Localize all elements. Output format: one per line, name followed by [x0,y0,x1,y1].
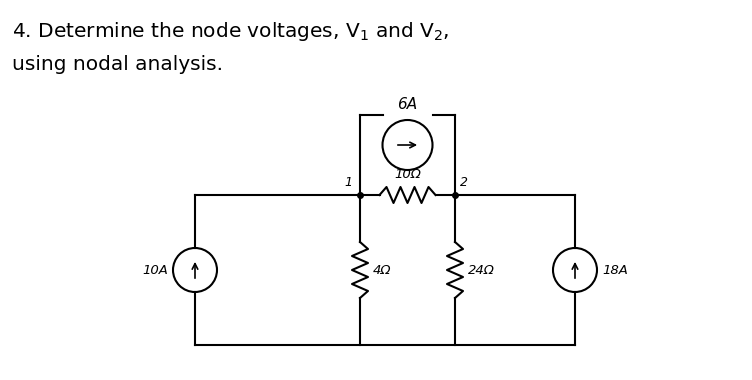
Text: 2: 2 [460,176,468,189]
Text: using nodal analysis.: using nodal analysis. [12,55,223,74]
Text: 4. Determine the node voltages, $\mathdefault{V_1}$ and $\mathdefault{V_2}$,: 4. Determine the node voltages, $\mathde… [12,20,450,43]
Text: 10A: 10A [142,263,168,277]
Text: 24Ω: 24Ω [468,263,495,277]
Text: 18A: 18A [602,263,628,277]
Text: 4Ω: 4Ω [373,263,392,277]
Text: 1: 1 [344,176,352,189]
Text: 10Ω: 10Ω [394,168,421,181]
Text: 6A: 6A [398,97,417,112]
